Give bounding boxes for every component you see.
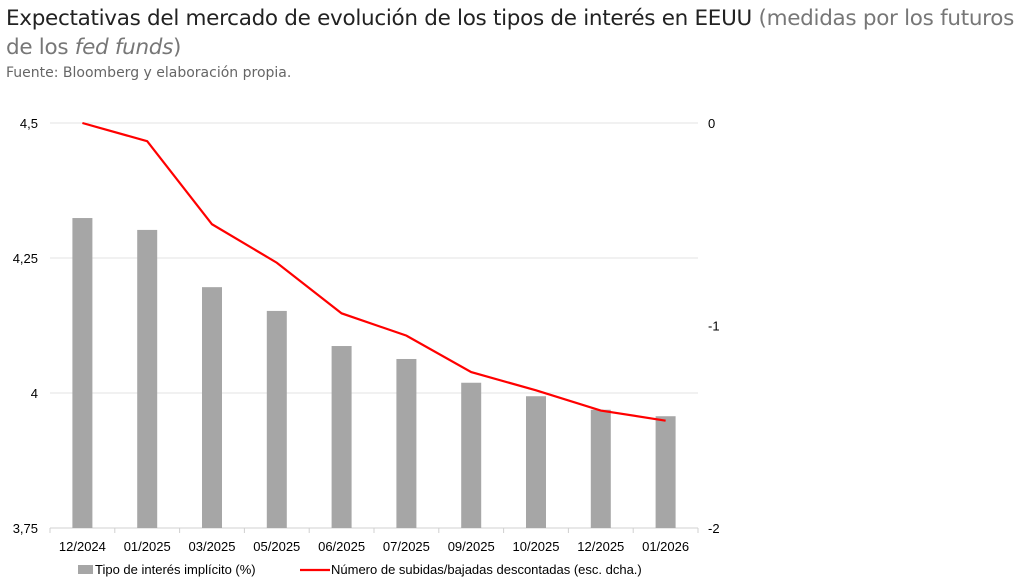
title-main: Expectativas del mercado de evolución de…	[6, 6, 752, 31]
legend-label-bars: Tipo de interés implícito (%)	[95, 562, 256, 577]
x-tick-label: 12/2024	[59, 539, 106, 554]
legend-label-line: Número de subidas/bajadas descontadas (e…	[331, 562, 642, 577]
x-tick-label: 05/2025	[253, 539, 300, 554]
bar	[590, 409, 611, 528]
bar	[202, 287, 222, 528]
x-tick-label: 12/2025	[577, 539, 624, 554]
bar	[655, 416, 676, 528]
y-tick-label: 3,75	[13, 521, 38, 536]
bar	[266, 310, 287, 528]
bar	[396, 358, 417, 528]
y2-tick-label: 0	[708, 116, 715, 131]
x-tick-label: 03/2025	[189, 539, 236, 554]
x-tick-label: 06/2025	[318, 539, 365, 554]
y-tick-label: 4	[31, 386, 38, 401]
bar	[137, 229, 158, 529]
bar	[526, 396, 546, 528]
x-tick-label: 07/2025	[383, 539, 430, 554]
x-tick-label: 09/2025	[448, 539, 495, 554]
title-sub-end: )	[173, 35, 182, 60]
line-series	[82, 121, 666, 422]
source-note: Fuente: Bloomberg y elaboración propia.	[6, 65, 292, 81]
y2-tick-label: -2	[708, 521, 720, 536]
title-sub: (medidas por los futuros de los	[6, 6, 1014, 60]
y2-tick-label: -1	[708, 319, 720, 334]
x-tick-label: 01/2025	[124, 539, 171, 554]
chart-title: Expectativas del mercado de evolución de…	[6, 4, 1021, 62]
title-sub-italic: fed funds	[74, 35, 174, 60]
bar	[331, 346, 352, 528]
x-tick-label: 01/2026	[642, 539, 689, 554]
bar	[72, 218, 93, 529]
x-tick-label: 10/2025	[513, 539, 560, 554]
legend-swatch-bars	[78, 565, 93, 574]
bar	[461, 382, 482, 528]
y-tick-label: 4,25	[13, 251, 38, 266]
y-tick-label: 4,5	[20, 116, 38, 131]
